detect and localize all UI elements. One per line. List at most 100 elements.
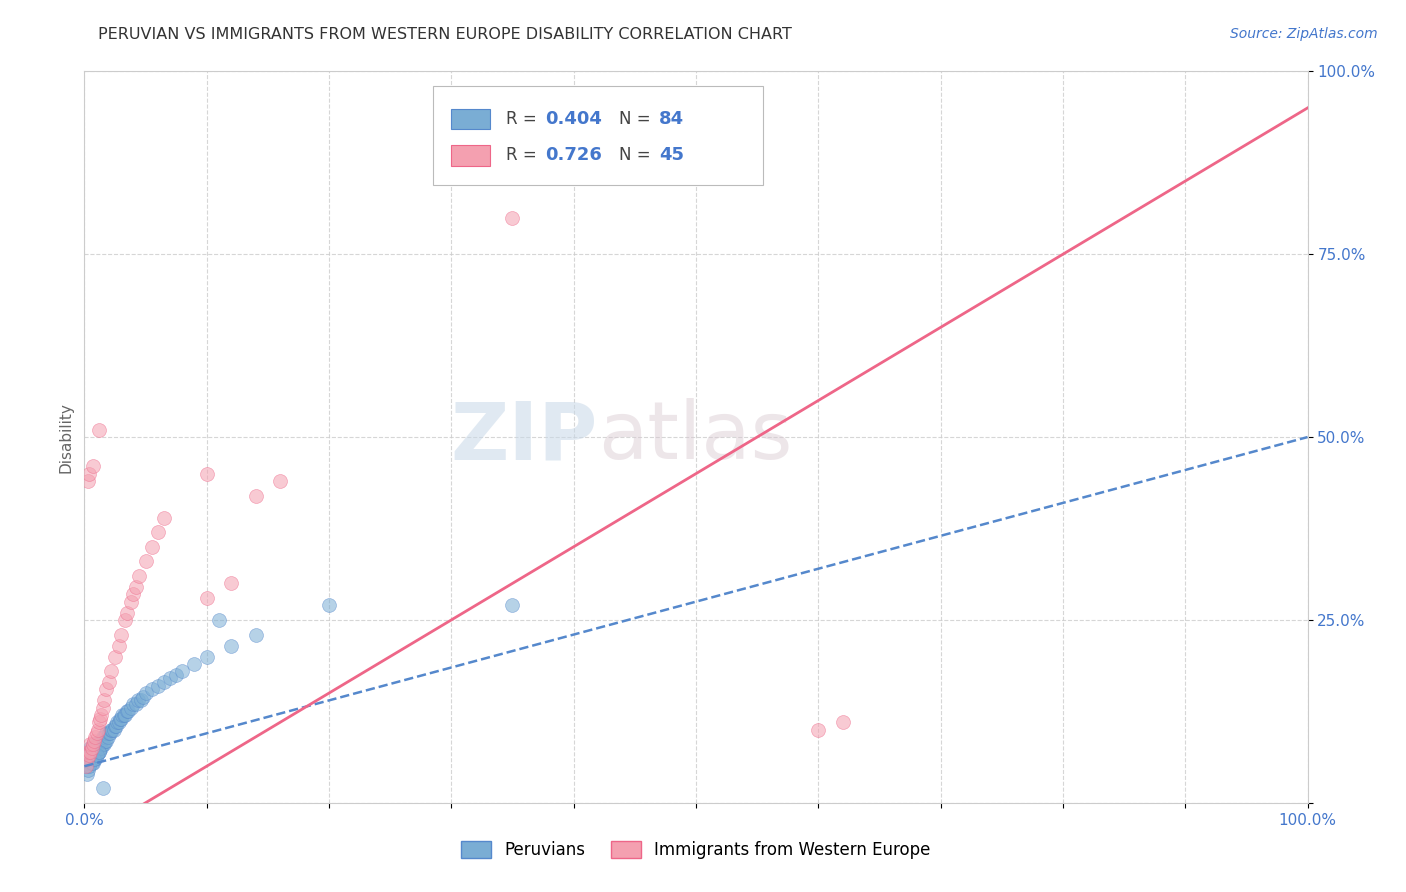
Point (90, 740, 112, 755)
Point (97, 675, 120, 690)
Point (86, 748, 108, 763)
Point (110, 627, 132, 641)
Point (129, 693, 152, 707)
Point (87, 745, 110, 759)
Text: R =: R = (506, 146, 543, 164)
Point (90, 733, 112, 747)
Point (245, 489, 267, 503)
Point (146, 525, 169, 540)
Point (77, 759, 100, 773)
Point (135, 686, 157, 700)
Point (84, 740, 107, 755)
Point (77, 745, 100, 759)
Point (269, 474, 291, 488)
Point (87, 723, 110, 737)
Point (77, 745, 100, 759)
Point (76, 745, 98, 759)
Point (114, 613, 136, 627)
Point (76, 752, 98, 766)
Point (172, 664, 194, 678)
Point (86, 740, 108, 755)
Point (83, 745, 105, 759)
Point (807, 723, 830, 737)
Point (125, 580, 148, 594)
Point (245, 627, 267, 641)
Point (115, 606, 138, 620)
Point (146, 679, 169, 693)
Point (98, 726, 121, 740)
Text: 0.726: 0.726 (546, 146, 602, 164)
Point (77, 756, 100, 770)
Point (77, 474, 100, 488)
Point (80, 756, 103, 770)
Point (117, 705, 139, 719)
Point (83, 737, 105, 751)
Text: PERUVIAN VS IMMIGRANTS FROM WESTERN EUROPE DISABILITY CORRELATION CHART: PERUVIAN VS IMMIGRANTS FROM WESTERN EURO… (98, 27, 793, 42)
Point (107, 715, 129, 730)
Point (77, 748, 100, 763)
Point (100, 664, 122, 678)
Point (112, 708, 135, 723)
Point (79, 740, 101, 755)
Point (120, 594, 142, 608)
Point (84, 752, 107, 766)
Point (195, 649, 218, 664)
Point (87, 745, 110, 759)
Point (80, 752, 103, 766)
Point (159, 672, 181, 686)
Point (141, 540, 163, 554)
Point (79, 748, 101, 763)
Point (103, 723, 125, 737)
Text: atlas: atlas (598, 398, 793, 476)
Legend: Peruvians, Immigrants from Western Europe: Peruvians, Immigrants from Western Europ… (453, 833, 939, 868)
Point (128, 569, 150, 583)
Point (79, 737, 101, 751)
Point (76, 752, 98, 766)
Text: N =: N = (619, 110, 655, 128)
Point (502, 599, 524, 613)
Point (79, 745, 101, 759)
Point (219, 639, 242, 653)
Point (111, 708, 134, 723)
Point (96, 682, 118, 697)
Point (77, 752, 100, 766)
Point (91, 700, 114, 714)
Point (96, 733, 118, 747)
Point (100, 723, 122, 737)
Point (87, 423, 110, 437)
Point (77, 748, 100, 763)
Point (82, 748, 104, 763)
Point (105, 719, 128, 733)
Point (93, 737, 115, 751)
Point (195, 467, 218, 481)
Point (93, 730, 115, 744)
Point (101, 723, 124, 737)
Text: 84: 84 (659, 110, 685, 128)
Point (91, 781, 114, 796)
Point (153, 510, 176, 524)
Point (89, 712, 111, 726)
Point (86, 737, 108, 751)
Y-axis label: Disability: Disability (58, 401, 73, 473)
Point (83, 752, 105, 766)
Point (86, 748, 108, 763)
Point (120, 700, 142, 714)
Point (90, 708, 112, 723)
Point (96, 726, 118, 740)
Point (84, 730, 107, 744)
Text: Source: ZipAtlas.com: Source: ZipAtlas.com (1230, 27, 1378, 41)
Point (82, 459, 104, 474)
Point (97, 730, 120, 744)
Point (125, 697, 148, 711)
Point (122, 697, 145, 711)
Text: R =: R = (506, 110, 543, 128)
Point (87, 737, 110, 751)
Point (87, 737, 110, 751)
Point (104, 649, 127, 664)
Point (141, 682, 163, 697)
Point (115, 705, 138, 719)
Point (195, 591, 218, 605)
Point (318, 599, 340, 613)
FancyBboxPatch shape (451, 145, 491, 166)
Point (91, 737, 114, 751)
